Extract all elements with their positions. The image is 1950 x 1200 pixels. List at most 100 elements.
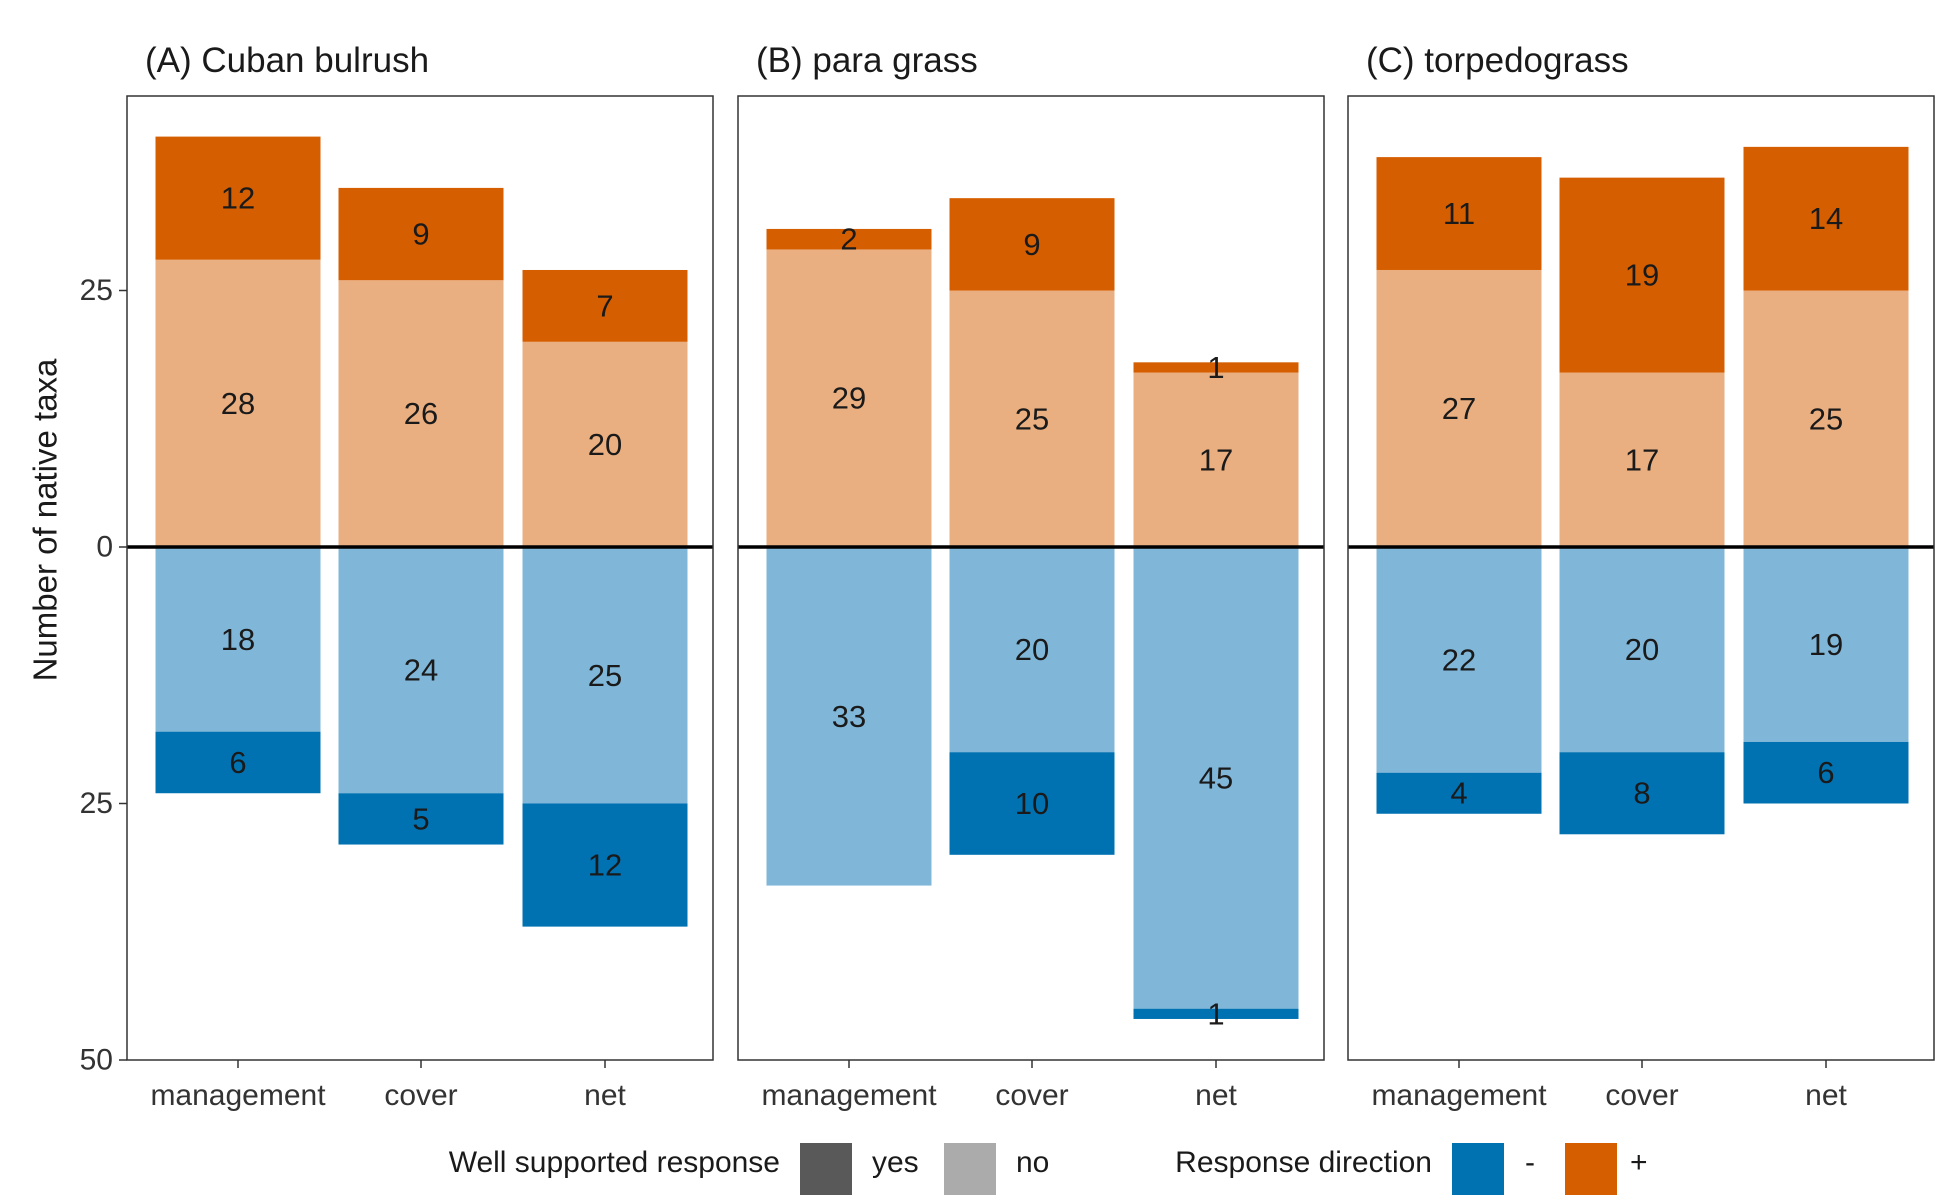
bar-segment-neg-no bbox=[949, 547, 1115, 753]
bar-value-label: 1 bbox=[1207, 350, 1224, 385]
panel-title: (A) Cuban bulrush bbox=[145, 41, 429, 80]
bar-segment-pos-yes bbox=[766, 228, 932, 250]
legend-label-positive: + bbox=[1630, 1146, 1648, 1179]
bar-segment-neg-no bbox=[1133, 547, 1299, 1009]
bar-segment-pos-yes bbox=[522, 269, 688, 342]
bar-value-label: 12 bbox=[221, 181, 255, 216]
bar-value-label: 22 bbox=[1442, 642, 1476, 677]
x-tick-label: net bbox=[1805, 1079, 1847, 1112]
legend-key-yes bbox=[800, 1143, 852, 1195]
bar-segment-neg-yes bbox=[949, 752, 1115, 855]
bar-value-label: 7 bbox=[596, 288, 613, 323]
bar-value-label: 25 bbox=[588, 658, 622, 693]
legend: Well supported response yes no Response dir… bbox=[449, 1143, 1648, 1195]
x-tick-label: net bbox=[1195, 1079, 1237, 1112]
bar-value-label: 20 bbox=[588, 427, 622, 462]
bar-value-label: 20 bbox=[1015, 632, 1049, 667]
bar-segment-pos-no bbox=[1133, 372, 1299, 547]
legend-label-negative: - bbox=[1525, 1146, 1535, 1179]
panels: (A) Cuban bulrush2812186management269245… bbox=[126, 41, 1935, 1112]
legend-label-yes: yes bbox=[872, 1146, 919, 1179]
bar-segment-neg-no bbox=[155, 547, 321, 732]
bar-group-management: 29 2 33 bbox=[766, 222, 932, 886]
bar-value-label: 25 bbox=[1015, 401, 1049, 436]
bar-value-label: 17 bbox=[1625, 442, 1659, 477]
bar-segment-pos-no bbox=[949, 290, 1115, 547]
legend-key-positive bbox=[1565, 1143, 1617, 1195]
bar-value-label: 9 bbox=[412, 217, 429, 252]
bar-value-label: 28 bbox=[221, 386, 255, 421]
bar-value-label: 19 bbox=[1809, 627, 1843, 662]
y-tick-label: 25 bbox=[80, 787, 113, 820]
bar-segment-pos-yes bbox=[155, 136, 321, 260]
panel-2: (B) para grass 29 2 33 management 25 9 20 10 cove… bbox=[737, 41, 1325, 1112]
y-tick-label: 25 bbox=[80, 274, 113, 307]
bar-segment-pos-yes bbox=[1133, 362, 1299, 373]
bar-group-net: 25 14 19 6 bbox=[1743, 146, 1909, 804]
bar-value-label: 19 bbox=[1625, 258, 1659, 293]
bar-segment-neg-yes bbox=[155, 731, 321, 794]
panel-1: (A) Cuban bulrush 28 12 18 6 management 26 9 24 5… bbox=[126, 41, 714, 1112]
bar-segment-pos-yes bbox=[1376, 157, 1542, 270]
bar-value-label: 1 bbox=[1207, 996, 1224, 1031]
bar-value-label: 8 bbox=[1633, 776, 1650, 811]
bar-value-label: 6 bbox=[229, 745, 246, 780]
bar-segment-neg-no bbox=[766, 547, 932, 886]
bar-value-label: 20 bbox=[1625, 632, 1659, 667]
bar-segment-pos-no bbox=[766, 249, 932, 547]
bar-segment-pos-no bbox=[1743, 290, 1909, 547]
panel-title: (B) para grass bbox=[756, 41, 978, 80]
bar-group-cover: 17 19 20 8 bbox=[1559, 177, 1725, 835]
legend-label-no: no bbox=[1016, 1146, 1049, 1179]
bar-segment-pos-no bbox=[1559, 372, 1725, 547]
bar-value-label: 29 bbox=[832, 381, 866, 416]
y-axis: 25 0 25 50 bbox=[80, 274, 127, 1077]
bar-segment-pos-yes bbox=[338, 187, 504, 281]
bar-group-cover: 26 9 24 5 bbox=[338, 187, 504, 845]
panel-border bbox=[126, 95, 714, 1061]
bar-value-label: 26 bbox=[404, 396, 438, 431]
bar-segment-neg-yes bbox=[1133, 1008, 1299, 1019]
bar-value-label: 24 bbox=[404, 653, 438, 688]
bar-segment-neg-yes bbox=[1559, 752, 1725, 835]
bar-segment-neg-no bbox=[1376, 547, 1542, 773]
bar-segment-pos-yes bbox=[1743, 146, 1909, 291]
bar-segment-pos-no bbox=[338, 280, 504, 547]
bar-segment-neg-no bbox=[1743, 547, 1909, 742]
bar-value-label: 33 bbox=[832, 699, 866, 734]
x-tick-label: management bbox=[1371, 1079, 1547, 1112]
y-axis-title: Number of native taxa bbox=[27, 358, 64, 681]
panel-border bbox=[1347, 95, 1935, 1061]
bar-segment-pos-yes bbox=[1559, 177, 1725, 373]
bar-segment-pos-yes bbox=[949, 198, 1115, 291]
bar-group-net: 20 7 25 12 bbox=[522, 269, 688, 927]
legend-key-no bbox=[944, 1143, 996, 1195]
x-tick-label: management bbox=[150, 1079, 326, 1112]
bar-segment-neg-no bbox=[522, 547, 688, 804]
bar-value-label: 10 bbox=[1015, 786, 1049, 821]
bar-segment-pos-no bbox=[1376, 269, 1542, 547]
panel-3: (C) torpedograss 27 11 22 4 management 17 19 20 8… bbox=[1347, 41, 1935, 1112]
bar-group-management: 27 11 22 4 bbox=[1376, 157, 1542, 814]
bar-segment-pos-no bbox=[155, 259, 321, 547]
bar-segment-neg-yes bbox=[522, 803, 688, 927]
x-tick-label: net bbox=[584, 1079, 626, 1112]
bar-value-label: 14 bbox=[1809, 201, 1843, 236]
bar-segment-neg-no bbox=[1559, 547, 1725, 753]
bar-value-label: 2 bbox=[840, 222, 857, 257]
legend-support-title: Well supported response bbox=[449, 1146, 780, 1179]
bar-value-label: 5 bbox=[412, 801, 429, 836]
bar-value-label: 4 bbox=[1450, 776, 1467, 811]
x-tick-label: cover bbox=[384, 1079, 457, 1112]
x-tick-label: cover bbox=[1605, 1079, 1678, 1112]
bar-value-label: 27 bbox=[1442, 391, 1476, 426]
panel-title: (C) torpedograss bbox=[1366, 41, 1629, 80]
bar-value-label: 9 bbox=[1023, 227, 1040, 262]
bar-group-net: 17 1 45 1 bbox=[1133, 350, 1299, 1031]
bar-value-label: 6 bbox=[1817, 755, 1834, 790]
bar-value-label: 45 bbox=[1199, 760, 1233, 795]
y-tick-label: 50 bbox=[80, 1044, 113, 1077]
bar-value-label: 11 bbox=[1443, 196, 1475, 231]
panel-border bbox=[737, 95, 1325, 1061]
